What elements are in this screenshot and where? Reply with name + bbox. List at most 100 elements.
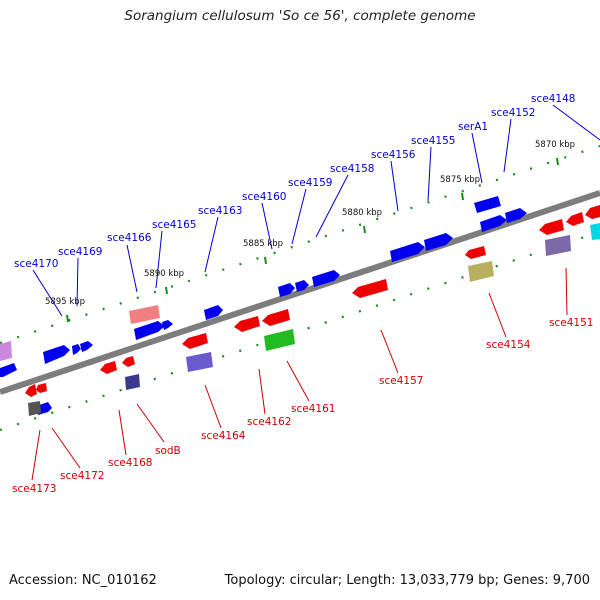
kbp-marker-label: 5895 kbp <box>45 297 85 307</box>
top-leader-line <box>471 132 483 184</box>
gene-block-forward <box>72 344 81 355</box>
feature-block <box>0 341 12 361</box>
feature-block <box>468 261 494 282</box>
top-gene-label: sce4156 <box>371 149 416 161</box>
gene-block-reverse <box>352 279 388 298</box>
bottom-gene-label: sce4161 <box>291 403 335 415</box>
top-leader-line <box>261 202 273 250</box>
gene-block-forward <box>312 270 340 287</box>
feature-block <box>590 223 600 240</box>
gene-block-forward <box>0 363 17 377</box>
major-tick <box>264 256 267 265</box>
gene-block-forward <box>424 233 453 251</box>
gene-block-reverse <box>36 383 47 393</box>
bottom-leader-line <box>286 360 310 402</box>
top-leader-line <box>291 188 307 245</box>
gene-block-forward <box>390 242 425 262</box>
kbp-marker-label: 5885 kbp <box>243 239 283 249</box>
gene-block-forward <box>43 345 70 364</box>
gene-block-reverse <box>25 384 37 397</box>
top-leader-line <box>315 174 349 238</box>
major-tick <box>556 157 559 166</box>
bottom-gene-labels: sce4173sce4172sce4168sodBsce4164sce4162s… <box>12 267 593 495</box>
top-leader-line <box>427 146 432 202</box>
bottom-gene-label: sce4154 <box>486 339 531 351</box>
gene-block-forward <box>480 215 507 232</box>
gene-block-reverse <box>585 205 600 219</box>
top-gene-label: sce4152 <box>491 107 535 119</box>
top-gene-label: serA1 <box>458 121 488 133</box>
gene-block-reverse <box>465 246 486 259</box>
top-gene-label: sce4170 <box>14 258 58 270</box>
gene-block-reverse <box>182 333 208 349</box>
genome-backbone <box>0 190 600 395</box>
bottom-leader-line <box>380 329 399 374</box>
bottom-leader-line <box>31 429 41 481</box>
bottom-gene-label: sce4157 <box>379 375 423 387</box>
bottom-gene-label: sce4164 <box>201 430 246 442</box>
outer-tick-row <box>0 144 600 345</box>
top-gene-label: sce4169 <box>58 246 102 258</box>
top-leader-line <box>204 216 219 273</box>
bottom-gene-label: sce4172 <box>60 470 104 482</box>
gene-block-forward <box>162 320 173 330</box>
bottom-gene-label: sce4168 <box>108 457 152 469</box>
top-leader-line <box>390 160 399 212</box>
bottom-leader-line <box>204 384 222 429</box>
forward-strand-genes <box>0 196 527 415</box>
bottom-leader-line <box>488 292 507 338</box>
accession-text: Accession: NC_010162 <box>9 573 157 588</box>
bottom-gene-label: sodB <box>155 445 181 457</box>
map-title: Sorangium cellulosum 'So ce 56', complet… <box>124 8 476 24</box>
gene-block-reverse <box>122 356 135 367</box>
bottom-leader-line <box>258 368 266 415</box>
bottom-leader-line <box>136 403 165 443</box>
bottom-gene-label: sce4151 <box>549 317 593 329</box>
reverse-strand-genes <box>25 205 600 397</box>
bottom-gene-label: sce4173 <box>12 483 56 495</box>
top-gene-label: sce4158 <box>330 163 374 175</box>
top-gene-label: sce4159 <box>288 177 332 189</box>
gene-block-forward <box>134 321 165 340</box>
feature-block <box>129 305 160 324</box>
top-gene-labels: sce4170sce4169sce4166sce4165sce4163sce41… <box>14 93 600 317</box>
bottom-leader-line <box>51 427 81 469</box>
top-gene-label: sce4148 <box>531 93 575 105</box>
gene-block-reverse <box>262 309 290 326</box>
feature-block <box>186 352 213 372</box>
top-leader-line <box>76 257 79 307</box>
gene-block-forward <box>505 208 527 223</box>
top-leader-line <box>503 118 512 173</box>
kbp-marker-label: 5880 kbp <box>342 208 382 218</box>
gene-block-forward <box>295 280 309 292</box>
major-tick <box>363 225 366 234</box>
top-gene-label: sce4163 <box>198 205 242 217</box>
gene-block-forward <box>278 283 295 297</box>
top-gene-label: sce4166 <box>107 232 152 244</box>
major-tick <box>461 192 464 201</box>
feature-block <box>264 329 295 351</box>
top-leader-line <box>32 269 63 317</box>
gene-block-forward <box>204 305 223 320</box>
major-ticks <box>66 157 559 323</box>
top-gene-label: sce4165 <box>152 219 196 231</box>
gene-block-forward <box>80 341 93 352</box>
major-tick <box>66 314 69 323</box>
gene-block-reverse <box>100 361 117 374</box>
inner-tick-row <box>0 230 600 432</box>
gene-block-reverse <box>234 316 260 332</box>
feature-block <box>545 235 571 256</box>
bottom-leader-line <box>118 409 127 456</box>
summary-text: Topology: circular; Length: 13,033,779 b… <box>224 573 590 588</box>
bottom-leader-line <box>565 267 568 316</box>
kbp-marker-label: 5870 kbp <box>535 140 575 150</box>
top-gene-label: sce4155 <box>411 135 455 147</box>
major-tick <box>165 286 168 295</box>
feature-block <box>125 374 140 390</box>
top-leader-line <box>126 244 138 293</box>
top-gene-label: sce4160 <box>242 191 286 203</box>
top-leader-line <box>552 104 600 141</box>
top-leader-line <box>155 230 163 289</box>
kbp-marker-label: 5875 kbp <box>440 175 480 185</box>
